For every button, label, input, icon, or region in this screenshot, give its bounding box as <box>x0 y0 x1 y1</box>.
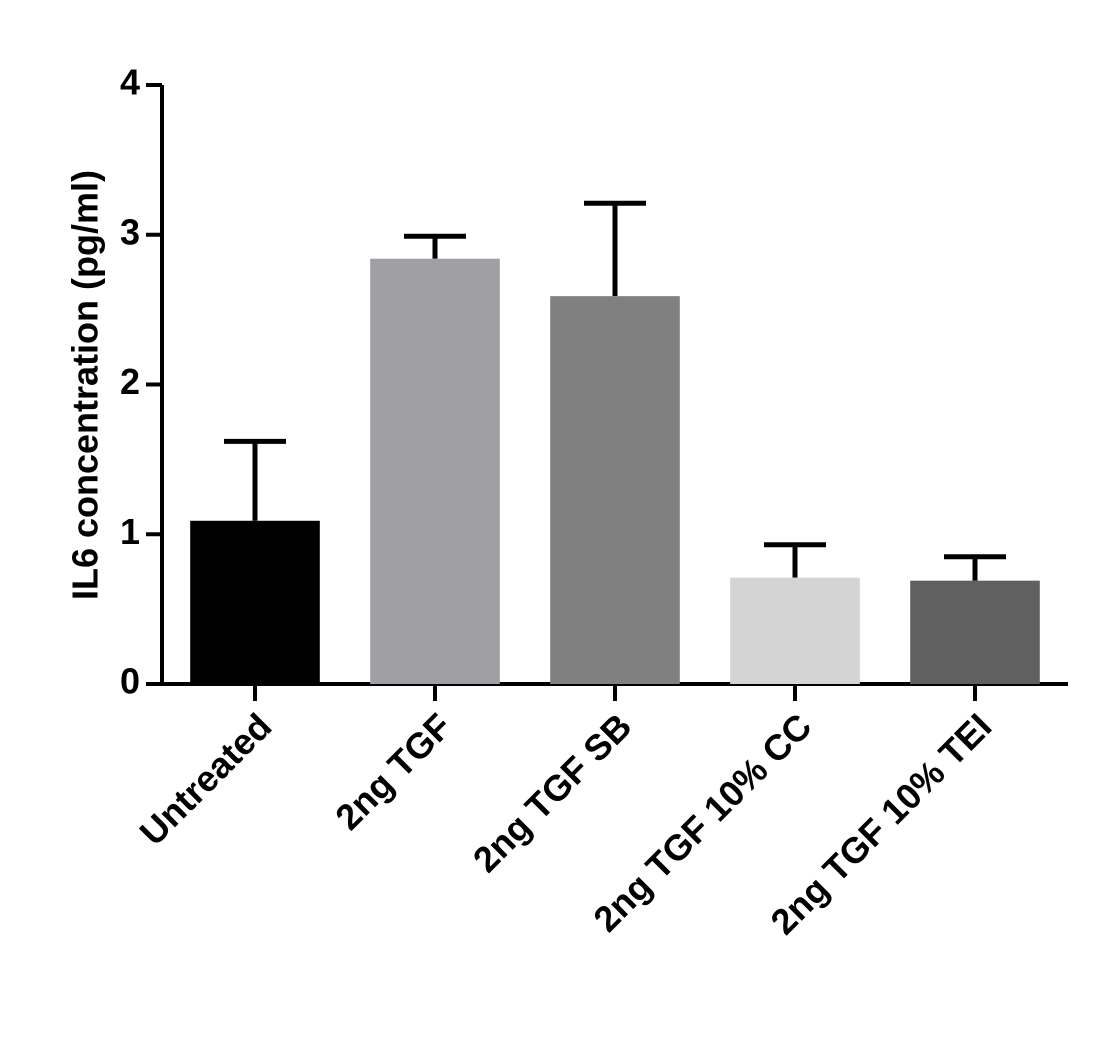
y-tick-label: 2 <box>120 361 140 402</box>
y-axis-label: IL6 concentration (pg/ml) <box>65 170 106 600</box>
y-tick-label: 0 <box>120 661 140 702</box>
bar <box>550 296 680 684</box>
bar <box>370 258 500 684</box>
x-tick-label: Untreated <box>132 705 280 853</box>
x-tick-label: 2ng TGF SB <box>465 705 640 880</box>
bar <box>910 580 1040 684</box>
y-tick-label: 1 <box>120 511 140 552</box>
x-tick-label: 2ng TGF <box>327 705 459 837</box>
bar <box>190 520 320 684</box>
bar <box>730 577 860 684</box>
y-tick-label: 3 <box>120 211 140 252</box>
y-tick-label: 4 <box>120 62 140 103</box>
